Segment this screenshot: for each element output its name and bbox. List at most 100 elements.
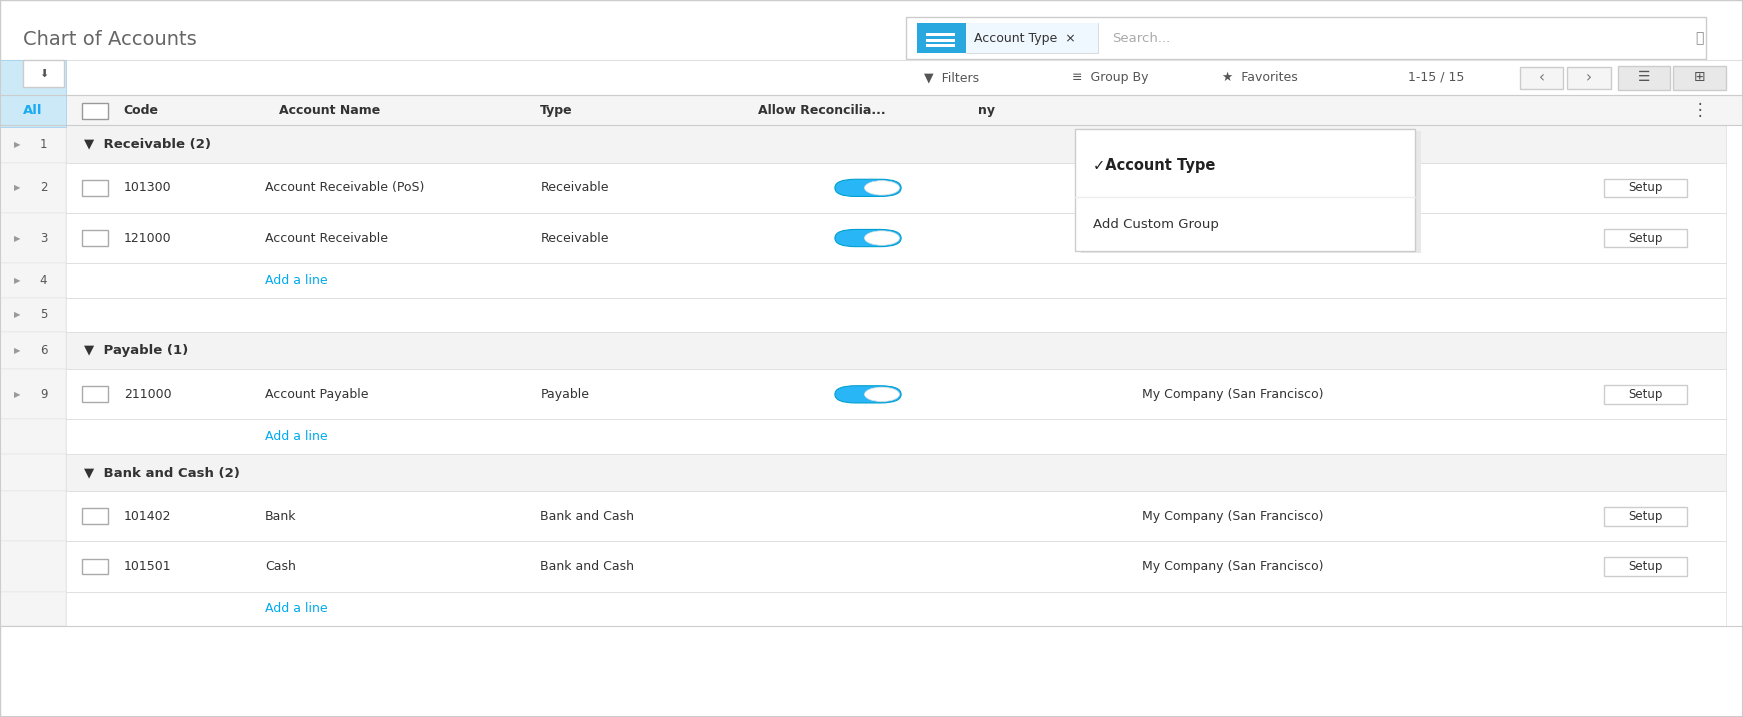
Text: 5: 5: [40, 308, 47, 321]
Text: Setup: Setup: [1628, 232, 1663, 244]
Text: Search...: Search...: [1112, 32, 1170, 44]
Bar: [0, 263, 66, 298]
Bar: [82, 559, 108, 574]
Text: My Company (San Francisco): My Company (San Francisco): [1142, 181, 1323, 194]
Bar: [1081, 131, 1421, 253]
Text: 1: 1: [40, 138, 47, 151]
Bar: [66, 263, 1726, 298]
Text: All: All: [23, 104, 44, 117]
Text: 101402: 101402: [124, 510, 171, 523]
Text: Receivable: Receivable: [540, 181, 608, 194]
Text: ⋮: ⋮: [1691, 101, 1708, 120]
Circle shape: [865, 387, 899, 402]
Text: ny: ny: [978, 104, 995, 117]
Text: ▶: ▶: [14, 276, 21, 285]
Text: ★  Favorites: ★ Favorites: [1222, 71, 1297, 84]
Text: ▶: ▶: [14, 310, 21, 319]
Bar: [926, 39, 955, 42]
Bar: [1520, 67, 1563, 89]
Bar: [1604, 179, 1687, 197]
Circle shape: [865, 231, 899, 245]
Bar: [66, 454, 1726, 491]
Bar: [1567, 67, 1611, 89]
Text: ▶: ▶: [14, 184, 21, 192]
Bar: [0, 332, 66, 369]
Bar: [0, 60, 66, 127]
Bar: [0, 163, 66, 213]
Text: Setup: Setup: [1628, 181, 1663, 194]
Text: 101300: 101300: [124, 181, 171, 194]
Bar: [0, 592, 66, 626]
Text: Account Type  ×: Account Type ×: [974, 32, 1075, 44]
Bar: [926, 33, 955, 36]
Bar: [966, 23, 1098, 53]
Text: 2: 2: [40, 181, 47, 194]
Text: My Company (San Francisco): My Company (San Francisco): [1142, 560, 1323, 573]
Bar: [82, 230, 108, 246]
Text: Add a line: Add a line: [265, 602, 328, 615]
Text: ▼  Filters: ▼ Filters: [924, 71, 980, 84]
Bar: [23, 60, 64, 87]
Bar: [0, 95, 1743, 125]
Bar: [66, 491, 1726, 541]
Text: 101501: 101501: [124, 560, 171, 573]
Bar: [966, 23, 1098, 53]
Text: ▶: ▶: [14, 234, 21, 242]
Text: My Company (San Francisco): My Company (San Francisco): [1142, 232, 1323, 244]
Text: My Company (San Francisco): My Company (San Francisco): [1142, 510, 1323, 523]
Bar: [66, 298, 1726, 332]
Bar: [0, 491, 66, 541]
Text: Chart of Accounts: Chart of Accounts: [23, 30, 197, 49]
Bar: [66, 332, 1726, 369]
Text: Setup: Setup: [1628, 388, 1663, 401]
Text: Account Receivable (PoS): Account Receivable (PoS): [265, 181, 424, 194]
Bar: [66, 541, 1726, 592]
Text: 9: 9: [40, 388, 47, 401]
Text: Receivable: Receivable: [540, 232, 608, 244]
Bar: [66, 125, 1726, 163]
Bar: [917, 23, 966, 53]
Bar: [82, 386, 108, 402]
Text: ✓Account Type: ✓Account Type: [1093, 158, 1215, 173]
Text: ⬇: ⬇: [38, 69, 49, 79]
Text: Account Payable: Account Payable: [265, 388, 368, 401]
Text: Code: Code: [124, 104, 159, 117]
Text: Setup: Setup: [1628, 510, 1663, 523]
Text: ⊞: ⊞: [1694, 70, 1705, 85]
Text: ▼  Payable (1): ▼ Payable (1): [84, 344, 188, 357]
Bar: [66, 419, 1726, 454]
Text: Cash: Cash: [265, 560, 296, 573]
Text: ≡  Group By: ≡ Group By: [1072, 71, 1149, 84]
Bar: [1673, 66, 1726, 90]
Text: Setup: Setup: [1628, 560, 1663, 573]
Bar: [66, 163, 1726, 213]
Text: My Company (San Francisco): My Company (San Francisco): [1142, 388, 1323, 401]
Text: 🔍: 🔍: [1696, 31, 1703, 45]
Text: Bank and Cash: Bank and Cash: [540, 560, 634, 573]
Text: ▶: ▶: [14, 346, 21, 355]
Text: 1-15 / 15: 1-15 / 15: [1408, 71, 1464, 84]
Text: Add a line: Add a line: [265, 430, 328, 443]
Text: ▼  Bank and Cash (2): ▼ Bank and Cash (2): [84, 466, 239, 479]
FancyBboxPatch shape: [835, 386, 901, 403]
Text: 4: 4: [40, 274, 47, 287]
Text: Account Receivable: Account Receivable: [265, 232, 389, 244]
Bar: [1075, 129, 1415, 251]
Text: Bank: Bank: [265, 510, 296, 523]
Text: Add Custom Group: Add Custom Group: [1093, 218, 1218, 231]
Bar: [926, 44, 955, 47]
Bar: [82, 508, 108, 524]
Text: ▶: ▶: [14, 390, 21, 399]
Bar: [0, 419, 66, 454]
FancyBboxPatch shape: [835, 229, 901, 247]
Bar: [1604, 385, 1687, 404]
Bar: [1604, 229, 1687, 247]
Text: Payable: Payable: [540, 388, 589, 401]
Bar: [1604, 507, 1687, 526]
Bar: [1618, 66, 1670, 90]
FancyBboxPatch shape: [835, 179, 901, 196]
Bar: [0, 541, 66, 592]
Bar: [66, 369, 1726, 419]
Bar: [0, 369, 66, 419]
Text: 211000: 211000: [124, 388, 171, 401]
